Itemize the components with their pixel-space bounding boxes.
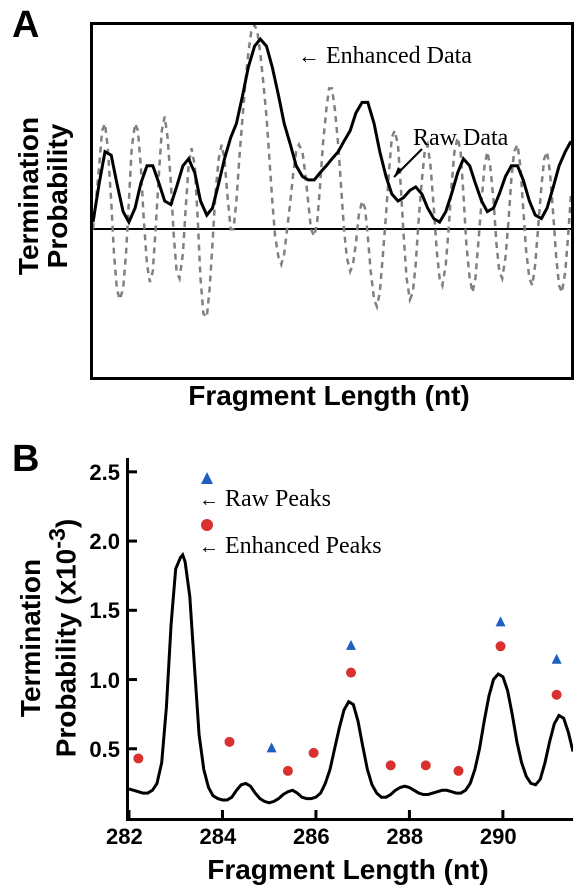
raw-peak-marker bbox=[267, 742, 277, 752]
panel-a-plot: ← Enhanced Data Raw Data bbox=[90, 22, 574, 380]
enhanced-peak-marker bbox=[552, 690, 562, 700]
enhanced-peak-marker bbox=[133, 753, 143, 763]
xtick-label: 290 bbox=[480, 824, 517, 850]
enhanced-peak-marker bbox=[309, 748, 319, 758]
xtick-label: 286 bbox=[293, 824, 330, 850]
ytick-label: 1.5 bbox=[89, 598, 120, 624]
ytick-label: 0.5 bbox=[89, 737, 120, 763]
panel-b-xlabel: Fragment Length (nt) bbox=[126, 854, 570, 886]
panel-a-svg bbox=[93, 25, 571, 377]
panel-a-ylabel-ln1: Termination bbox=[13, 117, 44, 275]
ytick-label: 2.5 bbox=[89, 460, 120, 486]
xtick-label: 288 bbox=[386, 824, 423, 850]
raw-peak-marker bbox=[346, 640, 356, 650]
xtick-label: 284 bbox=[199, 824, 236, 850]
panel-a-ylabel: Termination Probability bbox=[14, 20, 73, 372]
panel-b-ylabel-sup: -3 bbox=[44, 528, 70, 549]
panel-b-ylabel-close: ) bbox=[51, 519, 82, 528]
legend-raw: ← Raw Peaks bbox=[199, 470, 382, 513]
legend-enhanced: ← Enhanced Peaks bbox=[199, 517, 382, 560]
enhanced-peak-marker bbox=[283, 766, 293, 776]
triangle-icon bbox=[199, 470, 215, 486]
figure: A Termination Probability ← Enhanced Dat… bbox=[0, 0, 588, 896]
legend-enhanced-text: Enhanced Peaks bbox=[225, 533, 382, 559]
panel-b-ylabel-ln2: Probability (x10 bbox=[51, 549, 82, 758]
enhanced-peak-marker bbox=[453, 766, 463, 776]
circle-icon bbox=[199, 517, 215, 533]
enhanced-peak-marker bbox=[224, 737, 234, 747]
enhanced-peak-marker bbox=[496, 641, 506, 651]
panel-b-curve bbox=[129, 555, 573, 803]
xtick-label: 282 bbox=[106, 824, 143, 850]
enhanced-peak-marker bbox=[346, 668, 356, 678]
raw-peak-marker bbox=[552, 654, 562, 664]
enhanced-peak-marker bbox=[421, 760, 431, 770]
panel-a-anno-enhanced: ← Enhanced Data bbox=[298, 43, 472, 70]
ytick-label: 1.0 bbox=[89, 668, 120, 694]
panel-a-xlabel: Fragment Length (nt) bbox=[90, 380, 568, 412]
ytick-label: 2.0 bbox=[89, 529, 120, 555]
panel-b-legend: ← Raw Peaks ← Enhanced Peaks bbox=[199, 470, 382, 560]
enhanced-peak-marker bbox=[386, 760, 396, 770]
panel-b-ylabel-ln1: Termination bbox=[15, 559, 46, 717]
panel-a-raw-arrow bbox=[388, 145, 428, 185]
panel-a-ylabel-ln2: Probability bbox=[42, 124, 73, 269]
legend-raw-text: Raw Peaks bbox=[225, 486, 331, 512]
raw-peak-marker bbox=[496, 616, 506, 626]
panel-b-ylabel: Termination Probability (x10-3) bbox=[16, 458, 81, 818]
panel-a-anno-enhanced-text: Enhanced Data bbox=[326, 43, 472, 69]
panel-b-plot: ← Raw Peaks ← Enhanced Peaks bbox=[126, 458, 573, 821]
